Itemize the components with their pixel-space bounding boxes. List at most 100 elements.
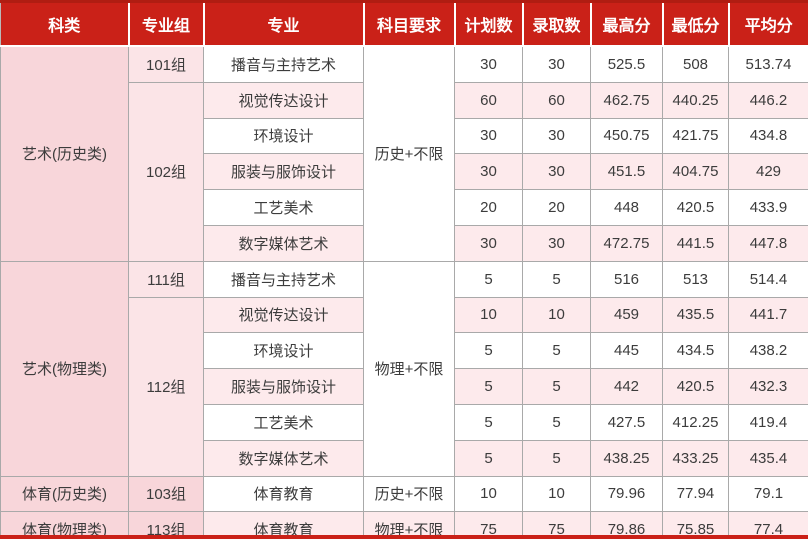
admit-count-cell: 10 [522,475,591,513]
max-score-cell: 462.75 [590,81,663,119]
category-cell: 体育(历史类) [0,475,129,513]
admit-count-cell: 5 [522,368,591,405]
min-score-cell: 433.25 [662,439,729,477]
col-header-avg-score: 平均分 [727,0,808,47]
admit-count-cell: 10 [522,296,591,334]
min-score-cell: 434.5 [662,332,729,370]
admit-count-cell: 30 [522,224,591,262]
admit-count-cell: 5 [522,403,591,441]
avg-score-cell: 429 [728,153,808,191]
admit-count-cell: 30 [522,117,591,155]
admit-count-cell: 75 [522,511,591,535]
subject-req-cell: 物理+不限 [363,511,455,535]
table-row: 工艺美术 20 20 448 420.5 433.9 [1,189,808,226]
table-row: 体育(历史类) 103组 体育教育 历史+不限 10 10 79.96 77.9… [0,475,808,513]
plan-count-cell: 30 [454,117,523,155]
col-header-plan-count: 计划数 [453,0,524,47]
max-score-cell: 525.5 [590,45,663,83]
major-cell: 工艺美术 [203,189,364,226]
min-score-cell: 77.94 [662,475,729,513]
min-score-cell: 513 [662,260,729,298]
group-cell: 111组 [128,260,204,298]
max-score-cell: 79.86 [590,511,663,535]
avg-score-cell: 514.4 [728,260,808,298]
plan-count-cell: 20 [454,189,523,226]
admit-count-cell: 60 [522,81,591,119]
max-score-cell: 459 [590,296,663,334]
table-row: 工艺美术 5 5 427.5 412.25 419.4 [1,403,808,441]
max-score-cell: 427.5 [590,403,663,441]
avg-score-cell: 434.8 [728,117,808,155]
avg-score-cell: 513.74 [728,45,808,83]
table-row: 艺术(历史类) 101组 播音与主持艺术 历史+不限 30 30 525.5 5… [0,45,808,262]
major-cell: 视觉传达设计 [203,296,364,334]
admit-count-cell: 5 [522,260,591,298]
plan-count-cell: 30 [454,45,523,83]
major-cell: 体育教育 [203,511,364,535]
max-score-cell: 438.25 [590,439,663,477]
plan-count-cell: 5 [454,368,523,405]
max-score-cell: 79.96 [590,475,663,513]
plan-count-cell: 5 [454,403,523,441]
table-row: 102组 视觉传达设计 60 60 462.75 440.25 446.2 [1,81,808,262]
plan-count-cell: 10 [454,296,523,334]
col-header-category: 科类 [0,0,130,47]
major-cell: 体育教育 [203,475,364,513]
avg-score-cell: 447.8 [728,224,808,262]
min-score-cell: 404.75 [662,153,729,191]
subject-req-cell: 物理+不限 [363,260,455,477]
category-cell: 艺术(物理类) [0,260,129,477]
group-cell: 101组 [128,45,204,83]
col-header-max-score: 最高分 [589,0,664,47]
col-header-admit-count: 录取数 [521,0,592,47]
table-row: 服装与服饰设计 30 30 451.5 404.75 429 [1,153,808,191]
major-cell: 服装与服饰设计 [203,153,364,191]
table-row: 数字媒体艺术 5 5 438.25 433.25 435.4 [1,439,808,477]
min-score-cell: 420.5 [662,189,729,226]
admit-count-cell: 30 [522,45,591,83]
avg-score-cell: 433.9 [728,189,808,226]
admit-count-cell: 30 [522,153,591,191]
avg-score-cell: 419.4 [728,403,808,441]
major-cell: 视觉传达设计 [203,81,364,119]
min-score-cell: 441.5 [662,224,729,262]
min-score-cell: 412.25 [662,403,729,441]
table-row: 环境设计 5 5 445 434.5 438.2 [1,332,808,370]
admit-count-cell: 5 [522,332,591,370]
major-cell: 工艺美术 [203,403,364,441]
col-header-group: 专业组 [127,0,205,47]
admit-count-cell: 5 [522,439,591,477]
max-score-cell: 472.75 [590,224,663,262]
plan-count-cell: 5 [454,260,523,298]
category-cell: 艺术(历史类) [0,45,129,262]
admit-count-cell: 20 [522,189,591,226]
plan-count-cell: 60 [454,81,523,119]
subject-req-cell: 历史+不限 [363,475,455,513]
avg-score-cell: 438.2 [728,332,808,370]
major-cell: 环境设计 [203,117,364,155]
col-header-subject-req: 科目要求 [362,0,456,47]
major-cell: 播音与主持艺术 [203,260,364,298]
plan-count-cell: 5 [454,439,523,477]
plan-count-cell: 30 [454,153,523,191]
major-cell: 服装与服饰设计 [203,368,364,405]
table-row: 数字媒体艺术 30 30 472.75 441.5 447.8 [1,224,808,262]
avg-score-cell: 435.4 [728,439,808,477]
col-header-min-score: 最低分 [661,0,730,47]
group-cell: 113组 [128,511,204,535]
plan-count-cell: 30 [454,224,523,262]
avg-score-cell: 77.4 [728,511,808,535]
max-score-cell: 450.75 [590,117,663,155]
group-cell: 102组 [128,81,204,262]
avg-score-cell: 79.1 [728,475,808,513]
group-cell: 103组 [128,475,204,513]
header-row: 科类 专业组 专业 科目要求 计划数 录取数 最高分 最低分 平均分 [0,0,808,47]
major-cell: 数字媒体艺术 [203,439,364,477]
avg-score-cell: 446.2 [728,81,808,119]
table-row: 体育(物理类) 113组 体育教育 物理+不限 75 75 79.86 75.8… [0,511,808,535]
min-score-cell: 420.5 [662,368,729,405]
table-row: 艺术(物理类) 111组 播音与主持艺术 物理+不限 5 5 516 513 5… [0,260,808,477]
min-score-cell: 508 [662,45,729,83]
